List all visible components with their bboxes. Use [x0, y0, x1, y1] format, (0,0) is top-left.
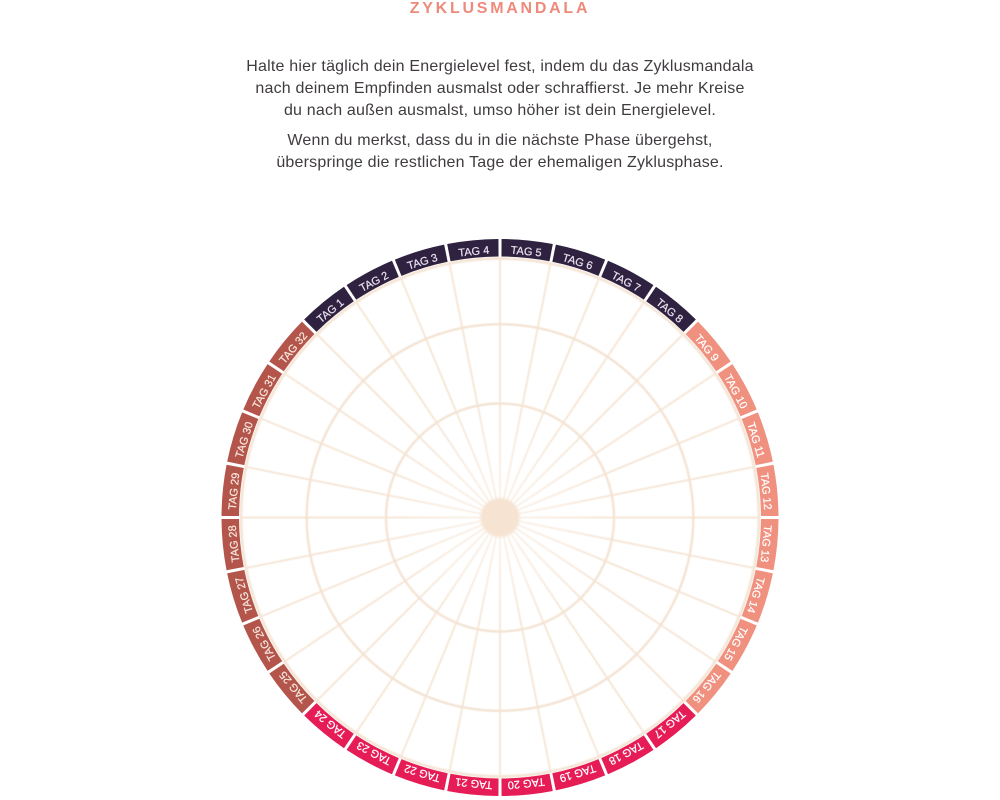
svg-text:TAG 28: TAG 28 — [227, 525, 243, 563]
svg-text:TAG 4: TAG 4 — [458, 245, 490, 260]
svg-text:TAG 13: TAG 13 — [758, 525, 774, 563]
svg-text:TAG 5: TAG 5 — [510, 245, 542, 260]
svg-text:TAG 20: TAG 20 — [507, 775, 545, 791]
svg-text:TAG 29: TAG 29 — [227, 472, 243, 510]
svg-text:TAG 12: TAG 12 — [758, 472, 774, 510]
svg-text:TAG 21: TAG 21 — [455, 775, 493, 791]
